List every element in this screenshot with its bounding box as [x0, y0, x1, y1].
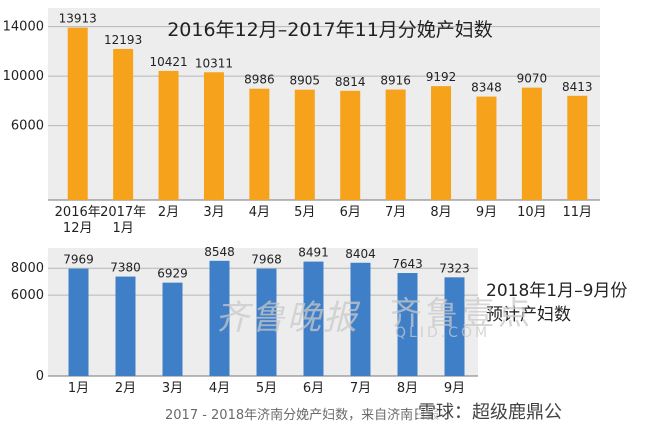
x-tick-label: 4月 — [249, 205, 270, 220]
x-tick-label: 8月 — [430, 205, 451, 220]
bar — [115, 276, 136, 376]
x-tick-label: 2月 — [115, 381, 136, 396]
bar — [350, 262, 371, 376]
bar — [113, 48, 134, 201]
x-tick-label: 7月 — [385, 205, 406, 220]
x-tick-label: 10月 — [517, 205, 547, 220]
x-tick-label: 2月 — [158, 205, 179, 220]
x-tick-label: 3月 — [162, 381, 183, 396]
bar — [567, 95, 588, 200]
data-label: 8916 — [380, 74, 411, 88]
chart-title-line: 预计产妇数 — [486, 305, 571, 325]
x-tick-label: 11月 — [563, 205, 593, 220]
source-caption: 2017 - 2018年济南分娩产妇数，来自济南日报 — [165, 408, 440, 423]
x-tick-label: 1月 — [68, 381, 89, 396]
x-tick-label: 9月 — [476, 205, 497, 220]
x-tick-label: 5月 — [294, 205, 315, 220]
chart-top: 6000 10000 14000 2016年12月–2017年11月分娩产妇数 1391… — [3, 8, 600, 236]
y-tick-label: 6000 — [11, 288, 44, 303]
data-label: 12193 — [104, 33, 142, 47]
bar — [249, 88, 270, 200]
bar — [340, 90, 361, 200]
data-label: 7380 — [110, 261, 141, 275]
x-tick-label: 8月 — [397, 381, 418, 396]
bar — [397, 273, 418, 376]
bar — [67, 27, 88, 200]
bar — [294, 89, 315, 200]
chart-title: 2016年12月–2017年11月分娩产妇数 — [167, 19, 493, 41]
x-tick-label: 1月 — [112, 221, 133, 236]
bar — [444, 277, 465, 376]
bar — [162, 282, 183, 376]
x-tick-label: 12月 — [63, 221, 93, 236]
bar — [209, 260, 230, 376]
x-tick-label: 7月 — [350, 381, 371, 396]
x-tick-label: 9月 — [444, 381, 465, 396]
data-label: 8413 — [562, 80, 593, 94]
chart-title-line: 2018年1月–9月份 — [486, 281, 627, 301]
data-label: 8491 — [298, 246, 329, 260]
x-tick-label: 5月 — [256, 381, 277, 396]
x-tick-label: 2016年 — [55, 205, 101, 220]
data-label: 7323 — [439, 261, 470, 275]
data-label: 8404 — [345, 247, 376, 261]
x-tick-label: 4月 — [209, 381, 230, 396]
x-tick-label: 2017年 — [100, 205, 146, 220]
data-label: 9192 — [426, 70, 457, 84]
data-label: 8548 — [204, 245, 235, 259]
y-tick-label: 10000 — [3, 69, 44, 84]
y-tick-label: 0 — [36, 369, 44, 384]
bar — [385, 89, 406, 200]
data-label: 7968 — [251, 253, 282, 267]
data-label: 10421 — [149, 55, 187, 69]
bar — [303, 261, 324, 376]
data-label: 7969 — [63, 253, 94, 267]
y-tick-label: 6000 — [11, 119, 44, 134]
x-tick-label: 3月 — [203, 205, 224, 220]
data-label: 8814 — [335, 75, 366, 89]
bar — [68, 268, 89, 376]
data-label: 8348 — [471, 81, 502, 95]
data-label: 8986 — [244, 73, 275, 87]
y-tick-label: 14000 — [3, 20, 44, 35]
data-label: 7643 — [392, 257, 423, 271]
bar — [476, 96, 497, 200]
data-label: 6929 — [157, 267, 188, 281]
bar — [203, 72, 224, 200]
x-tick-label: 6月 — [303, 381, 324, 396]
bar — [256, 268, 277, 376]
bar — [158, 70, 179, 200]
data-label: 13913 — [59, 12, 97, 26]
bar — [431, 86, 452, 200]
data-label: 8905 — [290, 74, 321, 88]
data-label: 10311 — [195, 56, 233, 70]
x-tick-label: 6月 — [340, 205, 361, 220]
y-tick-label: 8000 — [11, 261, 44, 276]
bar — [521, 87, 542, 200]
data-label: 9070 — [517, 72, 548, 86]
snowball-logo: 雪球：超级鹿鼎公 — [418, 398, 562, 424]
plot-area — [48, 8, 600, 200]
